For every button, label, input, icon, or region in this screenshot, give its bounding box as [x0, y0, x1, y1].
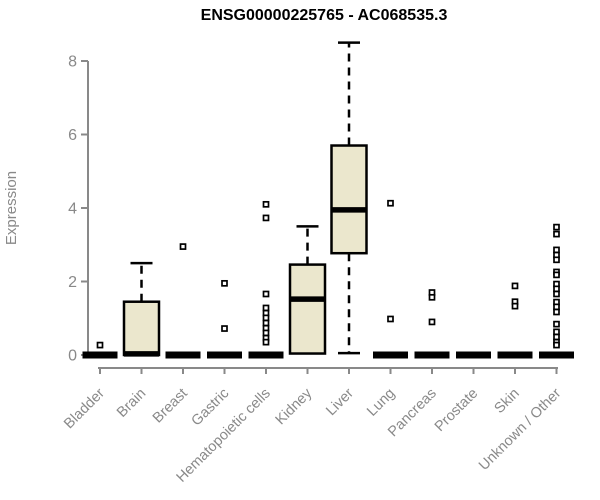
outlier-point	[262, 290, 270, 298]
flat-zero-bar	[414, 351, 450, 359]
boxplot-unknown-other	[539, 223, 574, 359]
x-category-label-brain: Brain	[114, 386, 149, 421]
iqr-box	[122, 300, 161, 357]
outlier-point	[179, 243, 187, 250]
boxplot-hematopoietic-cells	[248, 200, 284, 359]
chart-title: ENSG00000225765 - AC068535.3	[201, 7, 448, 24]
outlier-point	[553, 303, 560, 311]
y-tick-label: 2	[68, 274, 77, 291]
x-category-label-bladder: Bladder	[61, 385, 108, 432]
outlier-point	[553, 271, 560, 279]
iqr-box	[330, 144, 368, 255]
boxplot-skin	[497, 282, 533, 359]
outlier-point	[96, 341, 104, 349]
x-category-label-liver: Liver	[323, 385, 357, 419]
x-category-label-breast: Breast	[150, 386, 191, 427]
outlier-point	[262, 304, 270, 312]
outlier-point	[262, 314, 270, 322]
outlier-point	[262, 200, 270, 208]
outlier-point	[221, 279, 228, 287]
boxplot-lung	[373, 199, 408, 359]
boxplot-pancreas	[414, 289, 450, 359]
x-category-label-prostate: Prostate	[432, 386, 481, 435]
outlier-point	[387, 315, 394, 323]
y-tick-label: 4	[68, 201, 77, 218]
flat-zero-bar	[165, 351, 201, 359]
x-category-label-kidney: Kidney	[273, 385, 316, 428]
x-category-label-lung: Lung	[364, 386, 398, 420]
outlier-point	[511, 302, 519, 310]
boxplot-liver	[330, 41, 368, 355]
outlier-point	[553, 285, 560, 293]
outlier-point	[553, 333, 560, 341]
boxplot-brain	[122, 261, 161, 357]
flat-zero-bar	[82, 351, 118, 359]
flat-zero-bar	[207, 351, 242, 359]
boxplot-breast	[165, 243, 201, 359]
outlier-point	[428, 318, 436, 326]
y-tick-label: 0	[68, 348, 77, 365]
outlier-point	[511, 282, 519, 290]
boxplot-prostate	[456, 351, 491, 359]
flat-zero-bar	[456, 351, 491, 359]
outlier-point	[553, 308, 560, 316]
x-category-label-skin: Skin	[492, 386, 523, 417]
outlier-point	[553, 246, 560, 254]
y-tick-label: 6	[68, 127, 77, 144]
flat-zero-bar	[497, 351, 533, 359]
boxplot-gastric	[207, 279, 242, 359]
outlier-point	[262, 338, 270, 346]
outlier-point	[553, 320, 560, 328]
outlier-point	[553, 341, 560, 349]
outlier-point	[428, 293, 436, 301]
flat-zero-bar	[373, 351, 408, 359]
outlier-point	[553, 328, 560, 336]
boxplot-kidney	[288, 225, 327, 355]
outlier-point	[262, 214, 270, 222]
outlier-point	[262, 329, 270, 337]
outlier-point	[262, 319, 270, 327]
y-tick-label: 8	[68, 54, 77, 71]
flat-zero-bar	[539, 351, 574, 359]
iqr-box	[288, 263, 327, 355]
flat-zero-bar	[248, 351, 284, 359]
outlier-point	[553, 290, 560, 298]
outlier-point	[387, 199, 394, 207]
outlier-point	[553, 256, 560, 264]
outlier-point	[553, 223, 560, 231]
outlier-point	[553, 230, 560, 238]
y-axis-title: Expression	[3, 171, 20, 245]
boxplot-bladder	[82, 341, 118, 359]
outlier-point	[221, 325, 228, 332]
